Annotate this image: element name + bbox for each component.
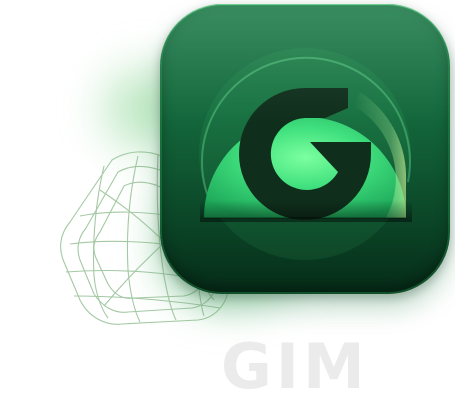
gim-app-icon[interactable]: [160, 4, 450, 294]
brand-wordmark: GIM: [221, 330, 369, 401]
g-logo-icon: [199, 48, 412, 260]
